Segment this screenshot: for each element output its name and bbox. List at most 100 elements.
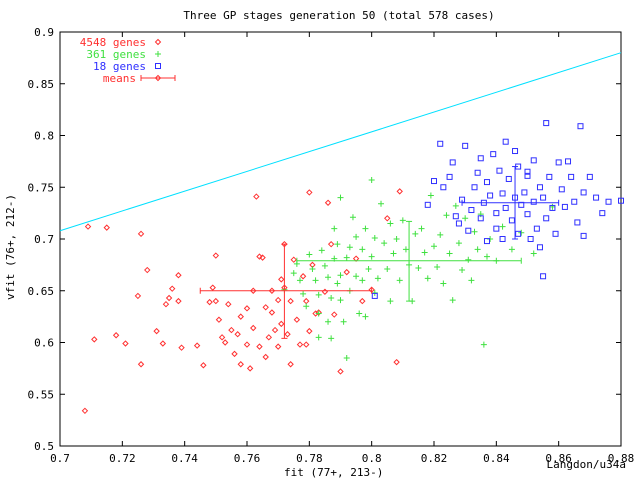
data-point bbox=[278, 320, 285, 328]
data-point bbox=[243, 341, 251, 348]
data-point bbox=[415, 264, 422, 271]
x-tick-label: 0.76 bbox=[234, 452, 261, 465]
data-point bbox=[387, 220, 394, 227]
data-point bbox=[493, 225, 500, 232]
legend-means-label: means bbox=[103, 72, 136, 85]
data-point bbox=[580, 232, 587, 239]
chart-title: Three GP stages generation 50 (total 578… bbox=[183, 9, 494, 22]
data-point bbox=[530, 198, 537, 205]
data-point bbox=[508, 246, 515, 253]
data-point bbox=[144, 266, 151, 274]
data-point bbox=[359, 277, 366, 284]
data-point bbox=[449, 159, 456, 166]
data-point bbox=[309, 266, 316, 273]
data-point bbox=[462, 142, 469, 149]
data-point bbox=[250, 324, 257, 332]
data-point bbox=[234, 331, 241, 338]
data-point bbox=[346, 244, 353, 251]
y-tick-label: 0.8 bbox=[34, 130, 54, 143]
data-point bbox=[527, 236, 534, 242]
y-axis-label: vfit (76+, 212-) bbox=[4, 194, 17, 300]
data-point bbox=[353, 273, 360, 280]
data-point bbox=[324, 199, 332, 206]
data-point bbox=[228, 326, 235, 334]
data-point bbox=[518, 229, 525, 236]
data-point bbox=[331, 311, 338, 318]
x-tick-label: 0.72 bbox=[109, 452, 136, 465]
data-point bbox=[165, 294, 173, 302]
corner-label: Langdon/u34a bbox=[547, 458, 626, 471]
data-point bbox=[237, 313, 244, 320]
data-point bbox=[521, 189, 528, 196]
data-point bbox=[337, 297, 344, 304]
y-tick-label: 0.85 bbox=[28, 78, 55, 91]
data-point bbox=[340, 318, 347, 325]
data-point bbox=[303, 341, 310, 348]
data-point bbox=[349, 214, 356, 221]
data-point bbox=[212, 252, 220, 259]
data-point bbox=[530, 250, 537, 257]
data-point bbox=[243, 305, 251, 312]
y-tick-label: 0.6 bbox=[34, 337, 54, 350]
legend-label: 18 genes bbox=[93, 60, 146, 73]
data-point bbox=[599, 210, 606, 217]
data-point bbox=[502, 138, 509, 145]
data-point bbox=[577, 123, 584, 130]
data-point bbox=[465, 256, 472, 263]
data-point bbox=[568, 173, 575, 180]
plot-area-frame bbox=[59, 31, 622, 447]
data-point bbox=[421, 249, 428, 256]
data-point bbox=[103, 224, 110, 231]
data-point bbox=[175, 272, 182, 279]
data-point bbox=[434, 263, 441, 270]
data-point bbox=[543, 120, 550, 127]
data-point bbox=[427, 192, 434, 199]
data-point bbox=[225, 300, 232, 308]
y-tick-label: 0.9 bbox=[34, 26, 54, 39]
data-point bbox=[91, 336, 98, 343]
data-point bbox=[493, 210, 500, 217]
data-point bbox=[505, 175, 512, 182]
data-point bbox=[253, 193, 260, 200]
data-point bbox=[437, 140, 444, 147]
data-points bbox=[81, 120, 624, 415]
data-point bbox=[278, 276, 285, 283]
data-point bbox=[424, 201, 431, 208]
data-point bbox=[396, 277, 403, 284]
data-point bbox=[206, 298, 213, 306]
data-point bbox=[618, 197, 624, 204]
data-point bbox=[390, 250, 397, 257]
data-point bbox=[487, 192, 494, 199]
data-point bbox=[365, 266, 372, 273]
data-point bbox=[268, 309, 276, 316]
data-point bbox=[265, 334, 273, 341]
data-point bbox=[558, 186, 565, 193]
data-point bbox=[378, 200, 385, 207]
x-tick-label: 0.82 bbox=[421, 452, 448, 465]
data-point bbox=[246, 365, 254, 372]
data-point bbox=[134, 292, 142, 300]
x-axis-label: fit (77+, 213-) bbox=[284, 466, 383, 479]
data-point bbox=[306, 251, 313, 258]
data-point bbox=[418, 225, 425, 232]
data-point bbox=[337, 368, 344, 375]
data-point bbox=[512, 148, 519, 155]
data-point bbox=[371, 292, 378, 299]
data-point bbox=[331, 225, 338, 232]
data-point bbox=[549, 204, 556, 211]
legend-label: 361 genes bbox=[86, 48, 146, 61]
data-point bbox=[306, 189, 313, 196]
data-point bbox=[318, 247, 325, 254]
data-point bbox=[368, 177, 375, 184]
x-tick-label: 0.86 bbox=[545, 452, 572, 465]
reference-line bbox=[59, 52, 622, 232]
data-point bbox=[524, 172, 531, 179]
data-point bbox=[524, 211, 531, 218]
data-point bbox=[530, 157, 537, 164]
data-point bbox=[384, 215, 391, 222]
data-point bbox=[546, 173, 553, 180]
data-point bbox=[362, 225, 369, 232]
data-point bbox=[343, 355, 350, 362]
mean-error-bars bbox=[199, 166, 560, 339]
data-point bbox=[371, 289, 378, 296]
